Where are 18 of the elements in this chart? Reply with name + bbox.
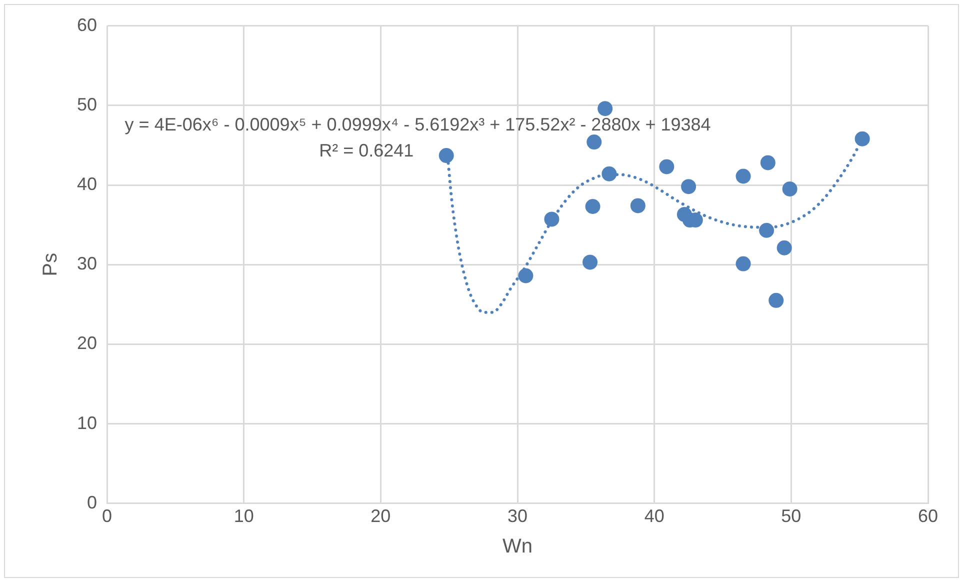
annotation: R² = 0.6241 — [319, 140, 414, 161]
x-tick-label: 50 — [781, 506, 802, 526]
y-tick-label: 50 — [76, 94, 98, 114]
y-axis-title: Ps — [40, 252, 62, 276]
x-tick-label: 0 — [102, 506, 112, 526]
y-tick-label: 40 — [76, 174, 98, 194]
x-tick-label: 20 — [370, 506, 391, 526]
y-tick-label: 60 — [76, 14, 98, 35]
y-tick-label: 0 — [87, 492, 98, 512]
y-tick-label: 20 — [76, 333, 98, 354]
x-tick-label: 30 — [507, 506, 528, 526]
annotation: y = 4E-06x⁶ - 0.0009x⁵ + 0.0999x⁴ - 5.6192x³ + 175.52x² - 2880x + 19384 — [124, 114, 711, 134]
y-tick-label: 30 — [76, 254, 98, 274]
x-axis-title: Wn — [502, 536, 533, 558]
x-tick-label: 40 — [644, 506, 664, 526]
x-tick-label: 10 — [234, 506, 254, 526]
x-tick-label: 60 — [918, 506, 938, 526]
y-tick-label: 10 — [76, 412, 98, 433]
